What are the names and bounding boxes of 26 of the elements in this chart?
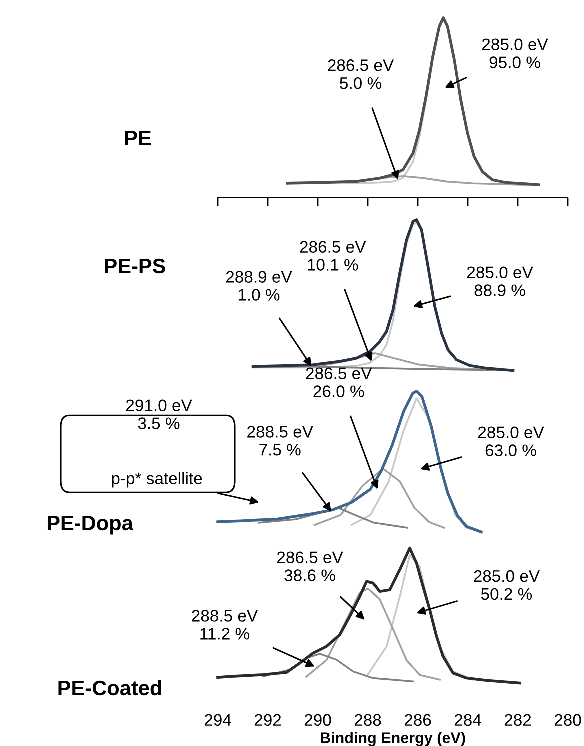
annotation: 288.5 eV 7.5 % bbox=[248, 426, 314, 456]
annotation: 285.0 eV 50.2 % bbox=[474, 570, 540, 600]
x-axis-title: Binding Energy (eV) bbox=[321, 732, 466, 746]
annotation: 285.0 eV 63.0 % bbox=[478, 426, 544, 456]
x-tick-label: 284 bbox=[454, 714, 482, 726]
x-tick-label: 288 bbox=[354, 714, 382, 726]
annotation: 286.5 eV 38.6 % bbox=[277, 552, 344, 582]
text: 291.0 eV 3.5 % bbox=[126, 400, 192, 430]
text: PE-PS bbox=[105, 258, 166, 274]
annotation: 286.5 eV 10.1 % bbox=[300, 241, 366, 271]
x-tick-label: 286 bbox=[404, 714, 432, 726]
annotation: 285.0 eV 88.9 % bbox=[467, 266, 534, 296]
annotation: 288.9 eV 1.0 % bbox=[226, 271, 292, 301]
text: PE-Dopa bbox=[48, 516, 134, 535]
text: PE-Coated bbox=[58, 680, 162, 696]
text: p-p* satellite bbox=[112, 472, 202, 488]
x-tick-label: 290 bbox=[304, 714, 332, 726]
annotation: 286.5 eV 26.0 % bbox=[306, 368, 372, 398]
annotation: 286.5 eV 5.0 % bbox=[328, 60, 394, 90]
text: PE bbox=[125, 131, 152, 146]
x-tick-label: 280 bbox=[554, 714, 582, 726]
x-tick-label: 282 bbox=[504, 714, 532, 726]
annotation: 285.0 eV 95.0 % bbox=[482, 38, 548, 68]
annotation: 288.5 eV 11.2 % bbox=[192, 610, 258, 640]
x-tick-label: 294 bbox=[204, 714, 232, 726]
x-tick-label: 292 bbox=[254, 714, 282, 726]
